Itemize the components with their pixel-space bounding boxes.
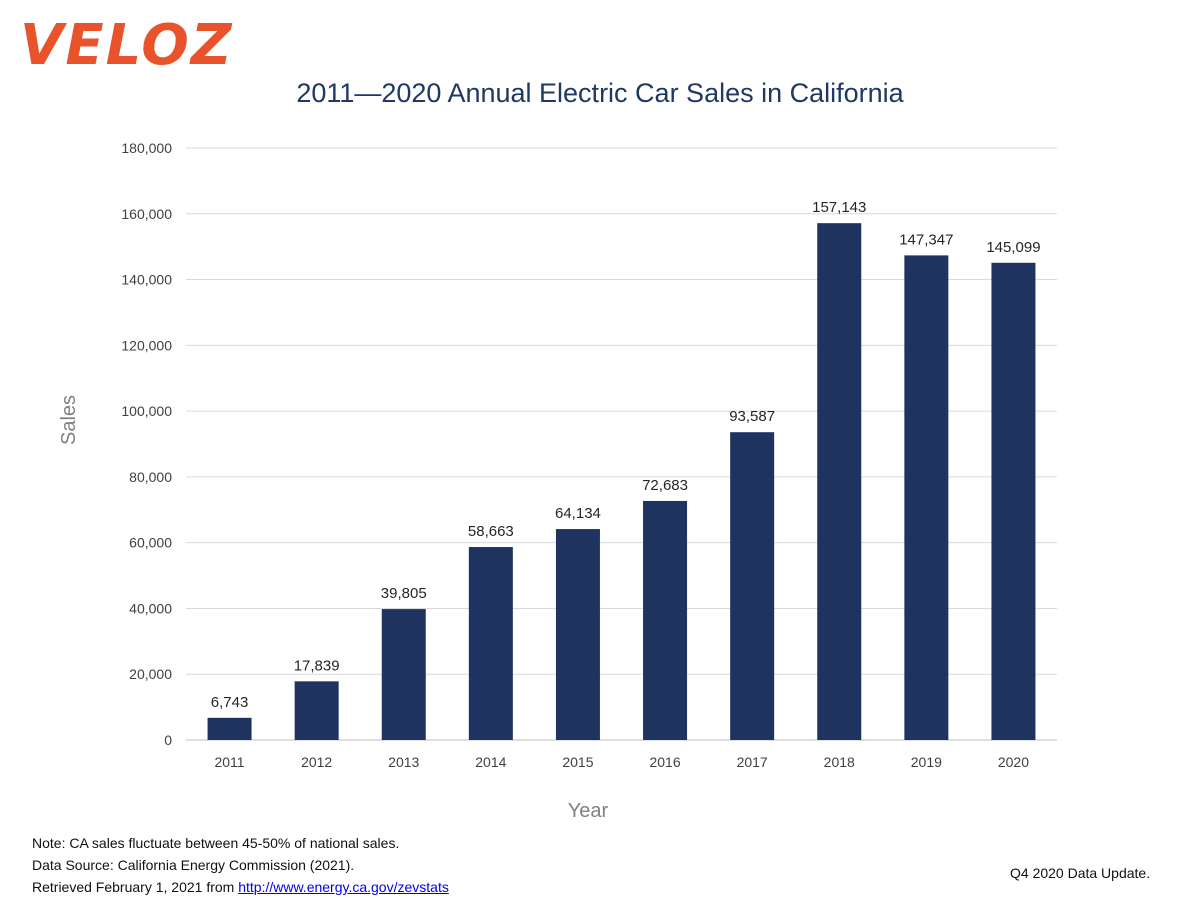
bar: [904, 255, 949, 740]
x-tick-label: 2011: [214, 754, 244, 770]
veloz-logo: VELOZ: [20, 13, 234, 78]
footer-notes: Note: CA sales fluctuate between 45-50% …: [32, 832, 449, 898]
footer-note: Note: CA sales fluctuate between 45-50% …: [32, 835, 400, 851]
bar: [730, 432, 775, 740]
bar-value-label: 6,743: [211, 694, 249, 711]
bar: [817, 223, 862, 740]
bar-value-label: 147,347: [899, 231, 953, 248]
x-tick-label: 2016: [649, 754, 680, 770]
x-tick-label: 2013: [388, 754, 419, 770]
bar: [468, 547, 513, 740]
bar-value-label: 58,663: [468, 523, 514, 540]
bar-value-label: 17,839: [294, 657, 340, 674]
bar: [294, 681, 339, 740]
x-tick-label: 2012: [301, 754, 332, 770]
y-tick-label: 180,000: [121, 140, 172, 156]
bar: [381, 609, 426, 740]
registered-mark: ®: [214, 24, 223, 34]
bar-value-label: 64,134: [555, 505, 601, 522]
y-tick-label: 20,000: [129, 666, 172, 682]
bar: [555, 529, 600, 740]
y-tick-label: 80,000: [129, 469, 172, 485]
x-axis-title: Year: [568, 800, 609, 822]
y-tick-label: 0: [164, 732, 172, 748]
bar: [991, 262, 1036, 740]
x-tick-label: 2018: [824, 754, 855, 770]
bar-value-label: 93,587: [729, 408, 775, 425]
retrieved-prefix: Retrieved February 1, 2021 from: [32, 879, 239, 895]
bar-value-label: 157,143: [812, 199, 866, 216]
source-link[interactable]: http://www.energy.ca.gov/zevstats: [238, 879, 449, 895]
x-tick-label: 2017: [737, 754, 768, 770]
bar: [207, 717, 252, 740]
y-tick-label: 120,000: [121, 337, 172, 353]
footer-retrieved: Retrieved February 1, 2021 from http://w…: [32, 876, 449, 898]
footer-source: Data Source: California Energy Commissio…: [32, 857, 355, 873]
y-tick-label: 140,000: [121, 272, 172, 288]
y-axis-title: Sales: [58, 395, 80, 445]
bar: [643, 500, 688, 740]
data-update-label: Q4 2020 Data Update.: [1010, 865, 1151, 881]
y-tick-label: 160,000: [121, 206, 172, 222]
bar-value-label: 145,099: [986, 239, 1040, 256]
x-tick-label: 2014: [475, 754, 506, 770]
bar-value-label: 72,683: [642, 477, 688, 494]
x-tick-label: 2015: [562, 754, 593, 770]
y-tick-label: 40,000: [129, 600, 172, 616]
x-tick-label: 2019: [911, 754, 942, 770]
y-tick-label: 60,000: [129, 535, 172, 551]
x-tick-label: 2020: [998, 754, 1029, 770]
y-tick-label: 100,000: [121, 403, 172, 419]
bar-value-label: 39,805: [381, 585, 427, 602]
chart-title: 2011—2020 Annual Electric Car Sales in C…: [296, 78, 904, 108]
